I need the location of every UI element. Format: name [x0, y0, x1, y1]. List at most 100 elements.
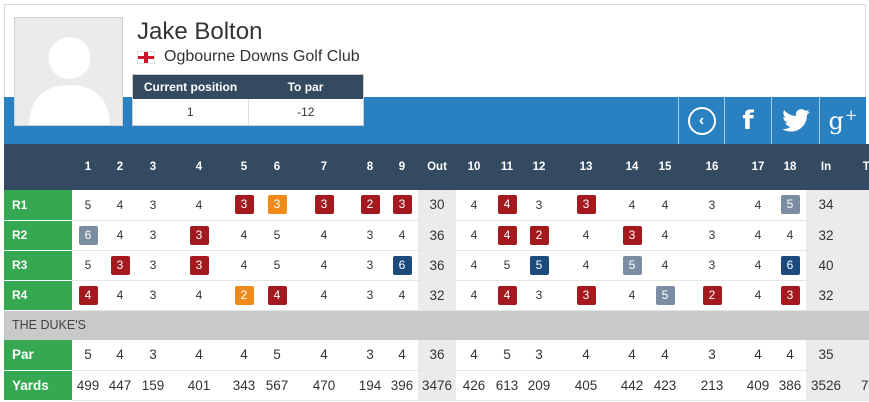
score-cell: 5 — [260, 250, 294, 281]
score-cell: 4 — [556, 250, 616, 281]
yards-cell: 470 — [294, 370, 354, 401]
score-cell: 64 — [846, 190, 869, 221]
score-cell: 3 — [354, 250, 386, 281]
avatar-silhouette-icon — [29, 37, 110, 125]
score-cell: 4 — [104, 280, 136, 311]
yards-cell: 401 — [170, 370, 228, 401]
yards-cell: 567 — [260, 370, 294, 401]
score-cell: 36 — [418, 250, 456, 281]
facebook-share-button[interactable]: f — [724, 97, 771, 144]
score-badge: 4 — [497, 225, 517, 245]
par-cell: 5 — [492, 340, 522, 371]
hole-header: Total — [846, 144, 869, 190]
header-blank — [4, 144, 72, 190]
score-cell: 4 — [386, 280, 418, 311]
round-row: R1543433323304433443453464 — [4, 190, 869, 221]
yards-cell: 386 — [774, 370, 806, 401]
current-position-label: Current position — [143, 80, 238, 94]
score-cell: 5 — [648, 280, 682, 311]
score-cell: 4 — [492, 220, 522, 251]
score-cell: 2 — [682, 280, 742, 311]
hole-header: 17 — [742, 144, 774, 190]
course-name-row: THE DUKE'S — [4, 310, 869, 340]
score-cell: 3 — [682, 250, 742, 281]
club-name: Ogbourne Downs Golf Club — [164, 48, 360, 65]
score-badge: 2 — [234, 285, 254, 305]
hole-header: 8 — [354, 144, 386, 190]
round-row: R2643345434364424343443268 — [4, 220, 869, 251]
score-cell: 5 — [492, 250, 522, 281]
round-label: R2 — [4, 220, 72, 251]
club-line: Ogbourne Downs Golf Club — [137, 48, 360, 66]
hole-header: 6 — [260, 144, 294, 190]
par-cell: 4 — [104, 340, 136, 371]
hole-header: 1 — [72, 144, 104, 190]
score-cell: 4 — [456, 190, 492, 221]
score-cell: 4 — [492, 280, 522, 311]
score-cell: 4 — [742, 280, 774, 311]
score-cell: 3 — [616, 220, 648, 251]
score-badge: 2 — [360, 195, 380, 215]
score-cell: 40 — [806, 250, 846, 281]
scorecard-table: 123456789Out101112131415161718InTotal R1… — [4, 144, 869, 401]
hole-header: 12 — [522, 144, 556, 190]
yards-row: Yards 499 447 159 401 343 567 470 194 396 3476 426 6… — [4, 370, 869, 401]
back-button[interactable]: ‹ — [678, 97, 724, 144]
yards-cell: 442 — [616, 370, 648, 401]
score-cell: 5 — [774, 190, 806, 221]
round-row: R3533345436364554543464076 — [4, 250, 869, 281]
score-cell: 2 — [228, 280, 260, 311]
hole-header: 4 — [170, 144, 228, 190]
par-cell: 5 — [72, 340, 104, 371]
twitter-share-button[interactable] — [771, 97, 819, 144]
england-flag-icon — [137, 50, 155, 64]
google-plus-share-button[interactable]: g+ — [819, 97, 866, 144]
score-cell: 4 — [104, 190, 136, 221]
score-badge: 3 — [110, 255, 130, 275]
hole-header: 3 — [136, 144, 170, 190]
hole-header: 14 — [616, 144, 648, 190]
course-name: THE DUKE'S — [4, 310, 869, 340]
par-cell: 36 — [418, 340, 456, 371]
par-cell: 35 — [806, 340, 846, 371]
google-plus-icon: g+ — [828, 106, 858, 135]
hole-header: 9 — [386, 144, 418, 190]
score-cell: 3 — [228, 190, 260, 221]
score-cell: 2 — [354, 190, 386, 221]
score-cell: 4 — [294, 280, 354, 311]
score-cell: 3 — [386, 190, 418, 221]
yards-cell: 409 — [742, 370, 774, 401]
yards-cell: 3526 — [806, 370, 846, 401]
player-name: Jake Bolton — [137, 18, 263, 45]
score-cell: 4 — [648, 250, 682, 281]
yards-label: Yards — [4, 370, 72, 401]
score-badge: 3 — [267, 195, 287, 215]
score-cell: 3 — [522, 190, 556, 221]
score-badge: 6 — [780, 255, 800, 275]
score-cell: 4 — [456, 250, 492, 281]
score-cell: 4 — [742, 190, 774, 221]
par-cell: 4 — [648, 340, 682, 371]
round-label: R1 — [4, 190, 72, 221]
score-cell: 6 — [774, 250, 806, 281]
round-row: R4443424434324433452433264 — [4, 280, 869, 311]
score-badge: 3 — [234, 195, 254, 215]
yards-cell: 343 — [228, 370, 260, 401]
par-row: Par543445434364534443443571 — [4, 340, 869, 371]
back-arrow-icon: ‹ — [687, 106, 716, 135]
score-cell: 4 — [742, 220, 774, 251]
score-badge: 5 — [655, 285, 675, 305]
score-cell: 4 — [228, 220, 260, 251]
yards-cell: 423 — [648, 370, 682, 401]
score-badge: 3 — [780, 285, 800, 305]
yards-cell: 499 — [72, 370, 104, 401]
hole-header: Out — [418, 144, 456, 190]
twitter-icon — [781, 109, 810, 132]
score-cell: 3 — [136, 220, 170, 251]
score-cell: 4 — [294, 250, 354, 281]
hole-header: 18 — [774, 144, 806, 190]
score-cell: 32 — [806, 220, 846, 251]
score-cell: 3 — [104, 250, 136, 281]
score-badge: 4 — [497, 285, 517, 305]
score-cell: 3 — [354, 280, 386, 311]
